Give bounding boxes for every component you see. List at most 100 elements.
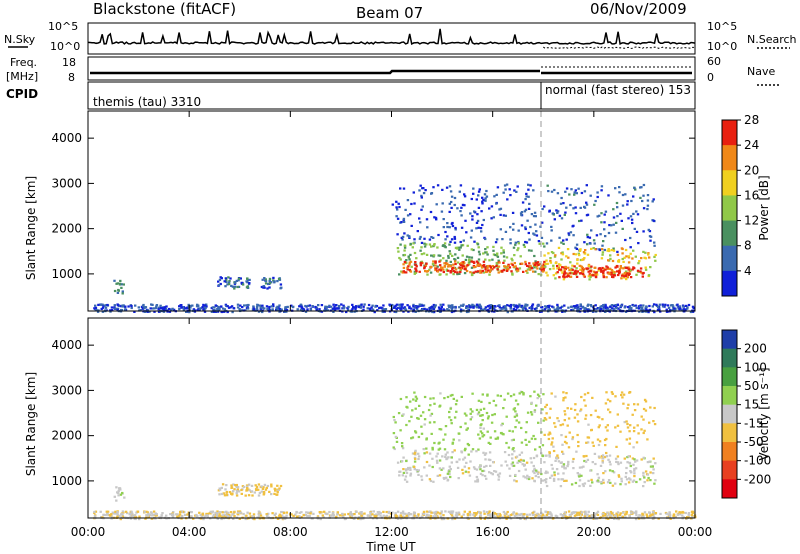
echo-cell [513, 415, 517, 418]
echo-cell [441, 517, 444, 521]
echo-cell [533, 409, 537, 412]
echo-cell [625, 420, 628, 423]
echo-cell [545, 470, 548, 473]
echo-cell [407, 310, 410, 313]
echo-cell [213, 306, 216, 309]
echo-cell [548, 455, 551, 458]
echo-cell [626, 422, 629, 426]
echo-cell [109, 514, 112, 517]
echo-cell [561, 305, 564, 308]
echo-cell [609, 308, 612, 311]
echo-cell [442, 308, 445, 311]
echo-cell [424, 270, 427, 273]
echo-cell [260, 490, 263, 493]
echo-cell [402, 310, 405, 313]
echo-cell [483, 193, 487, 196]
echo-cell [459, 267, 463, 270]
echo-cell [213, 308, 216, 312]
echo-cell [423, 395, 427, 399]
echo-cell [395, 200, 398, 203]
echo-cell [610, 512, 614, 515]
echo-cell [481, 419, 484, 422]
echo-cell [633, 472, 636, 475]
echo-cell [452, 273, 455, 276]
echo-cell [517, 242, 520, 245]
echo-cell [270, 281, 273, 284]
echo-cell [469, 306, 472, 309]
echo-cell [584, 513, 587, 516]
echo-cell [392, 432, 396, 435]
echo-cell [232, 517, 235, 520]
echo-cell [616, 206, 619, 209]
echo-cell [409, 242, 412, 245]
echo-cell [407, 466, 410, 470]
echo-cell [442, 257, 445, 260]
echo-cell [499, 207, 503, 210]
echo-cell [474, 270, 477, 273]
echo-cell [251, 494, 254, 497]
echo-cell [606, 424, 609, 427]
echo-cell [127, 305, 130, 308]
echo-cell [119, 279, 122, 282]
echo-cell [171, 514, 174, 517]
echo-cell [658, 303, 662, 306]
echo-cell [426, 513, 429, 516]
echo-cell [328, 304, 331, 307]
echo-cell [379, 306, 382, 309]
echo-cell [102, 305, 105, 308]
echo-cell [653, 482, 656, 485]
echo-cell [626, 426, 630, 429]
echo-cell [394, 310, 398, 314]
echo-cell [467, 453, 470, 456]
echo-cell [547, 308, 550, 312]
echo-cell [608, 469, 612, 472]
echo-cell [503, 265, 506, 268]
echo-cell [398, 256, 401, 260]
echo-cell [395, 215, 398, 218]
echo-cell [576, 413, 579, 416]
echo-cell [399, 258, 402, 261]
echo-cell [610, 269, 614, 272]
echo-cell [556, 303, 559, 306]
echo-cell [121, 510, 125, 513]
echo-cell [611, 307, 614, 310]
echo-cell [518, 305, 521, 308]
echo-cell [247, 494, 251, 497]
echo-cell [586, 436, 589, 439]
echo-cell [603, 228, 606, 231]
echo-cell [414, 451, 417, 454]
echo-cell [573, 265, 576, 268]
echo-cell [610, 249, 613, 252]
echo-cell [558, 236, 561, 239]
echo-cell [482, 260, 486, 263]
echo-cell [626, 200, 629, 203]
echo-cell [239, 511, 242, 514]
echo-cell [475, 303, 479, 306]
echo-cell [591, 274, 594, 277]
echo-cell [571, 460, 575, 463]
echo-cell [572, 224, 575, 227]
echo-cell [308, 304, 312, 307]
echo-cell [651, 517, 655, 520]
echo-cell [627, 481, 631, 484]
echo-cell [449, 265, 452, 268]
echo-cell [636, 424, 639, 427]
echo-cell [326, 309, 329, 312]
echo-cell [116, 511, 119, 514]
echo-cell [475, 306, 479, 309]
echo-cell [583, 514, 587, 518]
echo-cell [451, 267, 454, 270]
echo-cell [121, 290, 124, 293]
echo-cell [249, 515, 252, 518]
echo-cell [536, 267, 539, 270]
echo-cell [278, 310, 281, 313]
echo-cell [635, 210, 638, 213]
echo-cell [398, 303, 401, 306]
echo-cell [626, 461, 629, 464]
echo-cell [488, 259, 491, 262]
echo-cell [567, 417, 571, 420]
echo-cell [154, 512, 157, 515]
echo-cell [415, 515, 419, 518]
echo-cell [488, 401, 491, 405]
echo-cell [516, 185, 519, 188]
